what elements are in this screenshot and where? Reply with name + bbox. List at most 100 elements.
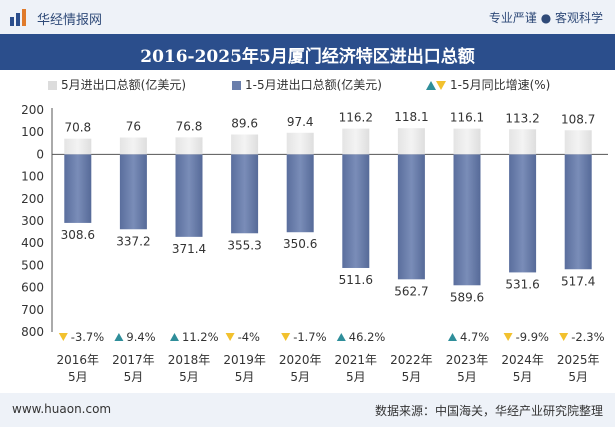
bar-monthly-value-label: 76.8 <box>176 119 203 133</box>
bar-monthly <box>119 137 147 155</box>
legend-swatch-monthly <box>48 81 57 90</box>
x-tick-label: 2016年 <box>57 353 100 367</box>
bar-monthly-value-label: 116.2 <box>339 111 373 125</box>
legend-triangle-down-icon <box>436 81 446 90</box>
site-url: www.huaon.com <box>12 402 112 416</box>
huajing-logo-icon <box>10 9 26 26</box>
tagline: 专业严谨 ● 客观科学 <box>488 11 603 25</box>
growth-rate-label: -1.7% <box>293 330 326 344</box>
bar-cumulative-value-label: 517.4 <box>561 274 595 288</box>
bar-monthly <box>509 129 537 155</box>
bar-monthly <box>342 128 370 155</box>
bar-cumulative <box>397 154 425 280</box>
growth-down-triangle-icon <box>503 333 513 341</box>
bar-cumulative-value-label: 531.6 <box>505 277 539 291</box>
bar-monthly-value-label: 113.2 <box>505 111 539 125</box>
bar-monthly-value-label: 118.1 <box>394 110 428 124</box>
bar-monthly <box>453 128 481 155</box>
bar-monthly-value-label: 108.7 <box>561 112 595 126</box>
legend-item-growth: 1-5月同比增速(%) <box>426 76 550 93</box>
bar-cumulative-value-label: 337.2 <box>116 234 150 248</box>
bar-cumulative <box>509 154 537 273</box>
growth-rate-label: 11.2% <box>182 330 219 344</box>
x-tick-label: 2020年 <box>279 353 322 367</box>
bar-monthly <box>64 138 92 155</box>
bar-cumulative-value-label: 355.3 <box>227 238 261 252</box>
growth-rate-label: -9.9% <box>516 330 549 344</box>
x-tick-label: 2022年 <box>390 353 433 367</box>
growth-up-triangle-icon <box>336 333 346 341</box>
legend-item-monthly: 5月进出口总额(亿美元) <box>48 76 186 93</box>
bar-cumulative-value-label: 350.6 <box>283 237 317 251</box>
title-bar <box>0 34 615 70</box>
legend-item-cumulative: 1-5月进出口总额(亿美元) <box>232 76 382 93</box>
growth-down-triangle-icon <box>225 333 235 341</box>
bar-monthly-value-label: 97.4 <box>287 115 314 129</box>
bar-monthly-value-label: 89.6 <box>231 117 258 131</box>
data-source: 数据来源：中国海关，华经产业研究院整理 <box>374 404 603 418</box>
bar-cumulative-value-label: 562.7 <box>394 284 428 298</box>
x-tick-label: 5月 <box>290 370 310 384</box>
header-bar: 华经情报网 专业严谨 ● 客观科学 <box>0 0 615 34</box>
growth-rate-label: -4% <box>238 330 260 344</box>
bar-cumulative <box>64 154 92 223</box>
y-tick-label: 400 <box>21 236 44 250</box>
x-tick-label: 5月 <box>346 370 366 384</box>
bar-cumulative <box>286 154 314 233</box>
x-tick-label: 2017年 <box>112 353 155 367</box>
footer-bar <box>0 393 615 427</box>
x-tick-label: 2018年 <box>168 353 211 367</box>
y-tick-label: 800 <box>21 325 44 339</box>
y-tick-label: 100 <box>21 125 44 139</box>
x-tick-label: 2019年 <box>223 353 266 367</box>
bar-cumulative <box>119 154 147 230</box>
bar-monthly <box>175 137 203 155</box>
growth-down-triangle-icon <box>559 333 569 341</box>
y-tick-label: 100 <box>21 170 44 184</box>
x-tick-label: 5月 <box>568 370 588 384</box>
growth-up-triangle-icon <box>170 333 179 341</box>
bar-cumulative-value-label: 589.6 <box>450 290 484 304</box>
bar-cumulative <box>231 154 259 234</box>
x-tick-label: 2021年 <box>335 353 378 367</box>
y-tick-label: 500 <box>21 258 44 272</box>
x-tick-label: 5月 <box>124 370 144 384</box>
bar-cumulative <box>342 154 370 268</box>
y-tick-label: 0 <box>36 147 44 161</box>
y-tick-label: 200 <box>21 103 44 117</box>
bar-cumulative-value-label: 308.6 <box>61 228 95 242</box>
bar-monthly <box>397 128 425 155</box>
legend-label-growth: 1-5月同比增速(%) <box>450 78 551 92</box>
chart-plot: 200 100 0 100 200 300 400 500 600 700 800 70.8 308.… <box>21 103 608 384</box>
x-tick-label: 5月 <box>179 370 199 384</box>
x-tick-label: 2024年 <box>501 353 544 367</box>
growth-rate-label: -2.3% <box>571 330 604 344</box>
legend-swatch-cumulative <box>232 81 241 90</box>
bar-monthly-value-label: 76 <box>126 120 141 134</box>
bar-monthly-value-label: 70.8 <box>64 121 91 135</box>
x-tick-label: 5月 <box>402 370 422 384</box>
x-tick-label: 5月 <box>235 370 255 384</box>
chart-title: 2016-2025年5月厦门经济特区进出口总额 <box>140 47 475 67</box>
bar-monthly-value-label: 116.1 <box>450 111 484 125</box>
bar-cumulative-value-label: 511.6 <box>339 273 373 287</box>
legend-label-cumulative: 1-5月进出口总额(亿美元) <box>245 78 382 92</box>
legend-label-monthly: 5月进出口总额(亿美元) <box>61 78 186 92</box>
y-tick-label: 300 <box>21 214 44 228</box>
y-tick-label: 700 <box>21 303 44 317</box>
x-tick-label: 5月 <box>457 370 477 384</box>
growth-rate-label: -3.7% <box>71 330 104 344</box>
brand-name: 华经情报网 <box>37 13 103 28</box>
growth-rate-label: 46.2% <box>349 330 386 344</box>
growth-up-triangle-icon <box>448 333 457 341</box>
legend: 5月进出口总额(亿美元) 1-5月进出口总额(亿美元) 1-5月同比增速(%) <box>0 76 615 94</box>
bar-cumulative <box>175 154 203 237</box>
bar-cumulative <box>453 154 481 286</box>
growth-rate-label: 4.7% <box>460 330 489 344</box>
x-tick-label: 2023年 <box>446 353 489 367</box>
x-tick-label: 5月 <box>513 370 533 384</box>
bar-monthly <box>286 132 314 155</box>
y-tick-label: 600 <box>21 281 44 295</box>
legend-triangle-up-icon <box>426 81 436 90</box>
growth-down-triangle-icon <box>58 333 68 341</box>
